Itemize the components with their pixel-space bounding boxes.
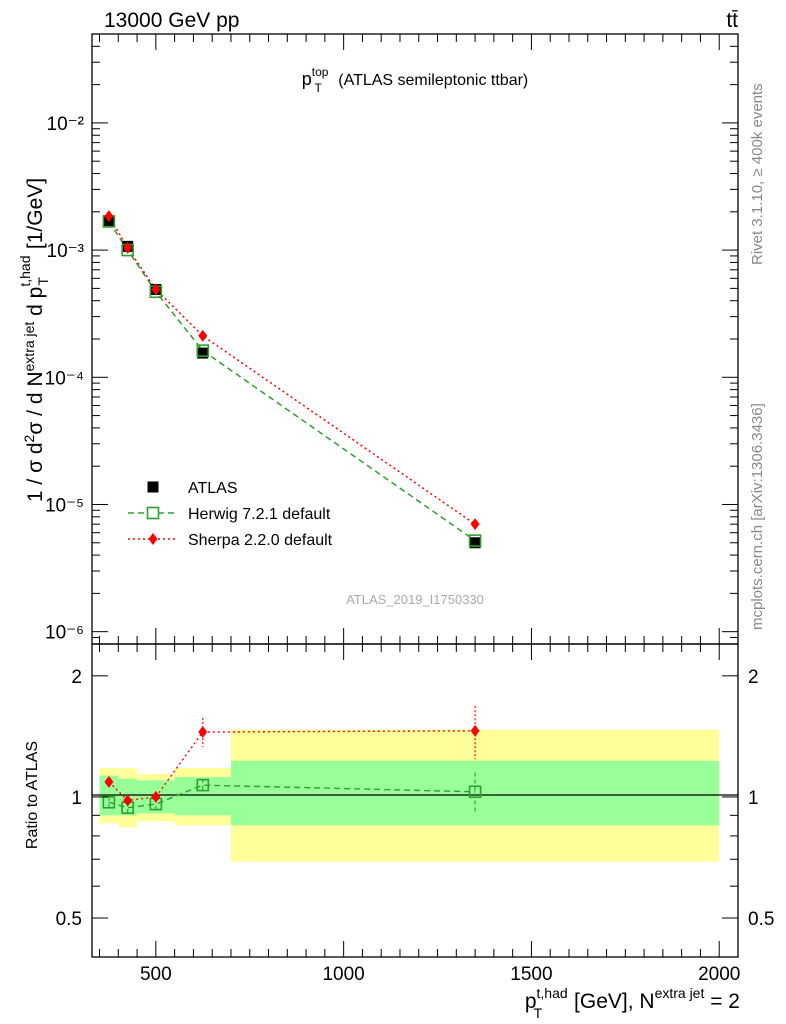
series-line	[108, 215, 476, 525]
atlas-point	[197, 347, 209, 359]
legend-label: ATLAS	[188, 480, 238, 497]
ratio-panel: 0.5 0.5 1 1 2 2 500 1000 1500 2000 Ratio to ATLAS…	[24, 643, 774, 1021]
y-tick-label: 10⁻²	[47, 114, 85, 135]
ratio-y-tick-label-right: 1	[748, 788, 759, 809]
ratio-y-axis-label: Ratio to ATLAS	[24, 741, 41, 849]
ratio-y-tick-label-right: 0.5	[748, 909, 774, 930]
ratio-y-tick-label: 1	[71, 788, 82, 809]
ratio-y-tick-label-right: 2	[748, 667, 759, 688]
ratio-frame	[91, 643, 739, 958]
main-frame	[91, 33, 739, 645]
y-tick-label: 10⁻⁴	[45, 368, 84, 389]
y-tick-label: 10⁻⁵	[45, 495, 84, 516]
atlas-point	[469, 537, 481, 549]
y-tick-label: 10⁻³	[47, 241, 85, 262]
y-tick-label: 10⁻⁶	[45, 623, 84, 644]
sherpa-point	[470, 518, 480, 531]
x-axis-label: pt,had T [GeV], Nextra jet = 2	[525, 985, 740, 1021]
rivet-label: Rivet 3.1.10, ≥ 400k events	[749, 83, 766, 265]
legend-marker-atlas	[147, 481, 159, 493]
herwig-point	[196, 344, 210, 357]
x-tick-label: 1000	[322, 964, 364, 985]
watermark: ATLAS_2019_I1750330	[346, 592, 484, 607]
sherpa-ratio-point	[470, 724, 480, 737]
energy-label: 13000 GeV pp	[104, 9, 239, 32]
legend-marker-herwig	[146, 506, 160, 520]
stat-uncertainty-band	[230, 760, 720, 826]
ratio-series-line	[108, 730, 476, 802]
plot-title: ptop T (ATLAS semileptonic ttbar)	[302, 65, 529, 95]
legend-label: Sherpa 2.2.0 default	[188, 532, 333, 549]
x-tick-label: 500	[140, 964, 172, 985]
ratio-y-tick-label: 2	[71, 667, 82, 688]
legend-label: Herwig 7.2.1 default	[188, 506, 331, 523]
sherpa-point	[123, 241, 133, 254]
herwig-ratio-point	[196, 778, 210, 792]
main-y-axis-label: 1 / σ d2σ / d Nextra jet d pt,had T [1/Ge…	[17, 178, 51, 502]
herwig-point	[468, 534, 482, 547]
herwig-ratio-point	[102, 795, 116, 809]
sherpa-ratio-point	[123, 794, 133, 807]
x-tick-label: 2000	[698, 964, 740, 985]
sherpa-point	[104, 210, 114, 223]
sherpa-ratio-point	[104, 775, 114, 788]
mcplots-label: mcplots.cern.ch [arXiv:1306.3436]	[749, 403, 766, 630]
stat-uncertainty-band	[174, 777, 231, 816]
herwig-ratio-point	[468, 785, 482, 799]
sherpa-point	[151, 283, 161, 296]
sherpa-point	[198, 329, 208, 342]
ratio-y-tick-label: 0.5	[56, 909, 82, 930]
x-tick-label: 1500	[510, 964, 552, 985]
sherpa-ratio-point	[151, 790, 161, 803]
series-line	[108, 221, 476, 542]
legend: ATLAS Herwig 7.2.1 default Sherpa 2.2.0 de…	[128, 480, 333, 549]
legend-marker-sherpa	[148, 533, 158, 545]
sherpa-ratio-point	[198, 726, 208, 739]
main-panel: 10⁻⁶ 10⁻⁵ 10⁻⁴ 10⁻³ 10⁻² ptop T (ATLAS semile…	[17, 33, 739, 645]
process-label: tt̄	[726, 9, 738, 32]
